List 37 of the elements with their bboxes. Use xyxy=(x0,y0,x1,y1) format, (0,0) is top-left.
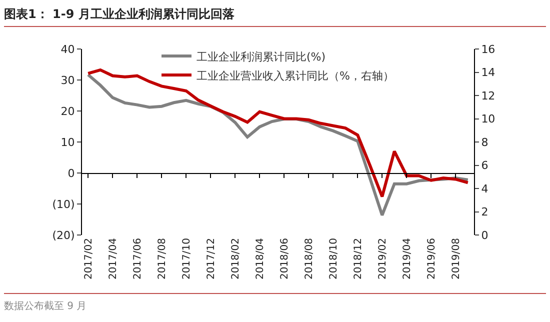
y2-tick-label: 2 xyxy=(481,206,488,219)
x-tick-label: 2017/12 xyxy=(206,238,217,280)
y-tick-label: 40 xyxy=(60,42,75,56)
y-tick-label: 0 xyxy=(68,166,75,180)
x-tick-label: 2018/12 xyxy=(352,238,364,280)
text: 数据公布截至 9 月 xyxy=(4,293,546,313)
y2-tick-label: 16 xyxy=(481,42,496,56)
legend-label: 工业企业营业收入累计同比（%，右轴） xyxy=(196,69,394,82)
y2-tick-label: 4 xyxy=(481,182,488,196)
x-tick-label: 2019/04 xyxy=(402,238,413,280)
line-series xyxy=(86,68,470,198)
x-tick-label: 2019/08 xyxy=(450,238,462,280)
chart-title: 图表1： 1-9 月工业企业利润累计同比回落 xyxy=(4,4,546,27)
x-tick-label: 2018/10 xyxy=(328,238,340,280)
y-tick-label: (20) xyxy=(52,228,75,242)
x-tick-label: 2018/02 xyxy=(230,238,242,280)
x-tick-label: 2018/08 xyxy=(304,238,315,280)
legend-label: 工业企业利润累计同比(%) xyxy=(196,50,326,64)
x-tick-label: 2017/02 xyxy=(83,238,94,280)
y-tick-label: (10) xyxy=(52,198,75,211)
y2-tick-label: 6 xyxy=(481,159,488,172)
y-tick-label: 20 xyxy=(60,104,75,118)
x-tick-label: 2017/08 xyxy=(156,238,168,280)
y2-tick-label: 0 xyxy=(481,228,488,242)
y-tick-label: 10 xyxy=(60,136,75,149)
x-tick-label: 2017/10 xyxy=(181,238,192,280)
y2-tick-label: 10 xyxy=(481,112,496,126)
y2-tick-label: 8 xyxy=(481,136,488,149)
x-tick-label: 2018/06 xyxy=(279,238,290,280)
x-tick-label: 2018/04 xyxy=(254,238,266,280)
x-tick-label: 2019/02 xyxy=(377,238,388,280)
y2-tick-label: 12 xyxy=(481,89,496,102)
y2-tick-label: 14 xyxy=(481,66,496,80)
x-tick-label: 2017/04 xyxy=(108,238,119,280)
y-tick-label: 30 xyxy=(60,74,75,87)
x-tick-label: 2019/06 xyxy=(426,238,438,280)
x-tick-label: 2017/06 xyxy=(132,238,144,280)
